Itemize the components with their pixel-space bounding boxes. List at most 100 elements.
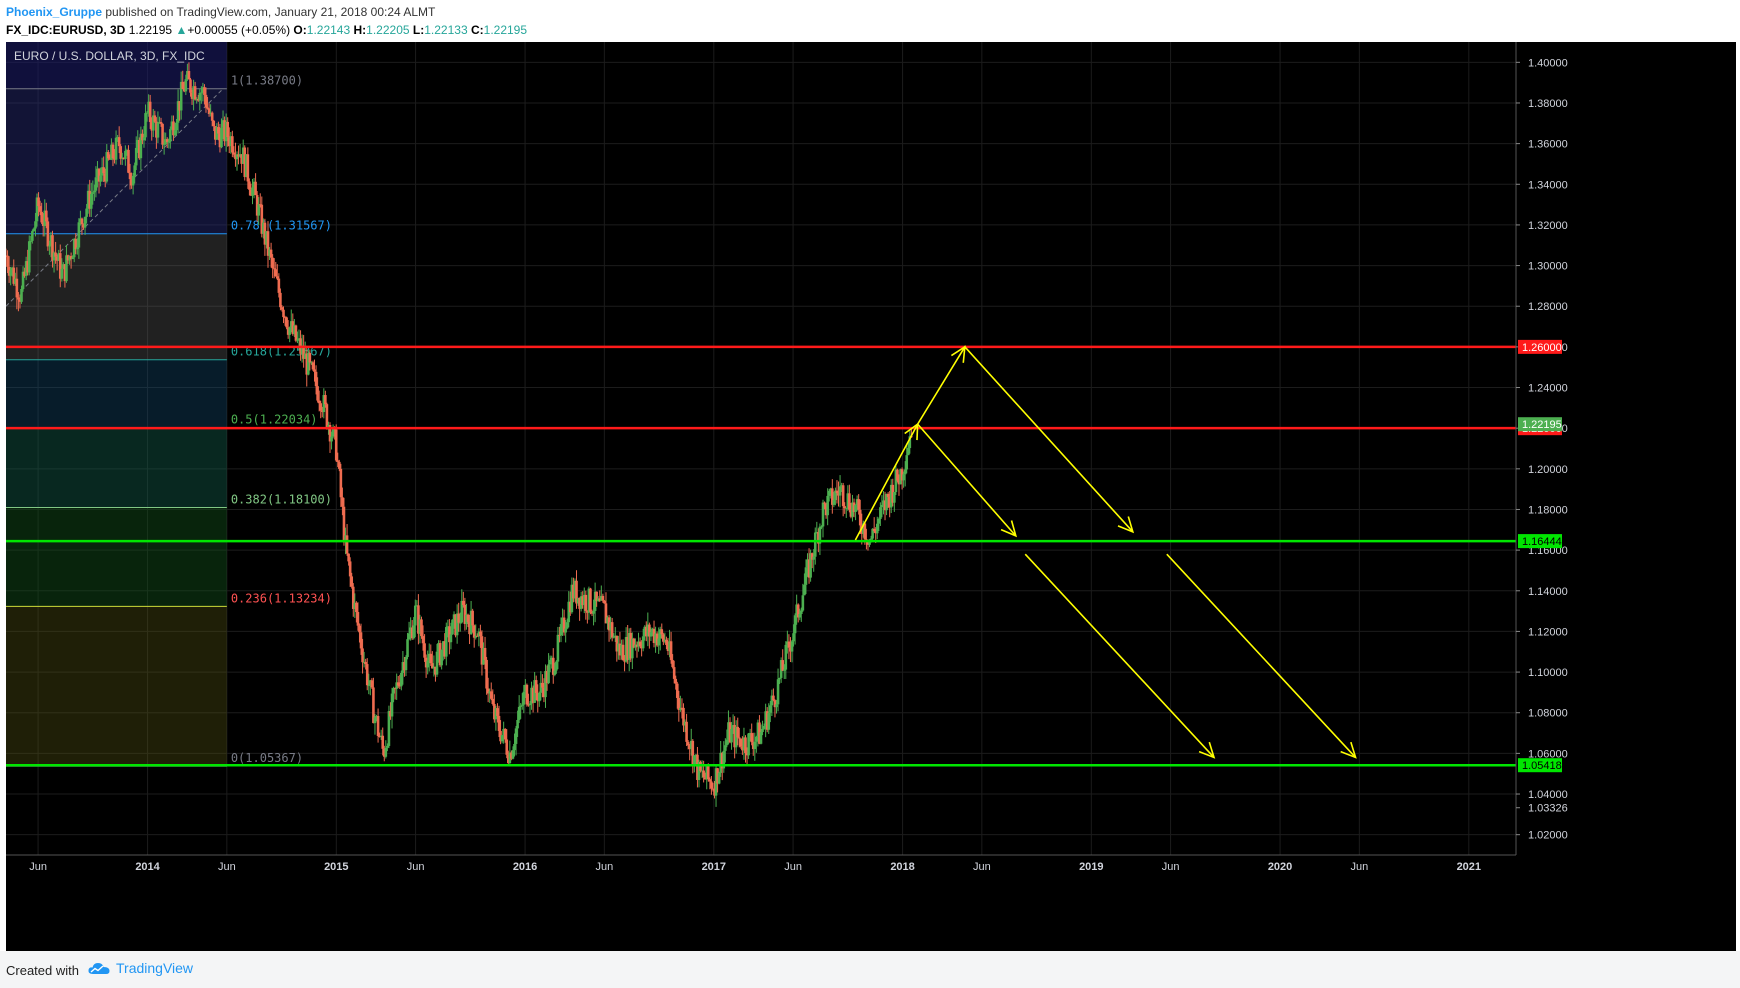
candle-body <box>885 493 888 511</box>
candle-body <box>38 206 42 212</box>
candle-body <box>524 684 527 692</box>
candle-body <box>460 600 464 623</box>
candle-body <box>522 691 526 705</box>
tradingview-brand[interactable]: TradingView <box>88 960 193 976</box>
candle-body <box>65 255 68 282</box>
candle-body <box>903 469 907 475</box>
time-tick-label: 2015 <box>324 861 348 873</box>
candle-body <box>793 615 797 634</box>
candle-body <box>351 586 355 609</box>
candle-body <box>846 493 850 508</box>
candle-body <box>863 523 867 540</box>
horizontal-levels[interactable] <box>6 345 1516 767</box>
candle-body <box>624 637 628 662</box>
candle-body <box>584 594 588 611</box>
time-tick-label: Jun <box>407 861 425 873</box>
candle-body <box>668 641 671 652</box>
candle-body <box>192 86 195 99</box>
candle-body <box>789 647 792 652</box>
candle-body <box>24 261 28 276</box>
candle-body <box>711 788 715 790</box>
candle-body <box>775 704 778 708</box>
candle-body <box>173 130 177 136</box>
candle-body <box>550 657 554 660</box>
candle-body <box>330 436 333 442</box>
price-chart[interactable]: 1(1.38700)0.786(1.31567)0.618(1.25367)0.… <box>6 42 1736 951</box>
candle-body <box>706 765 710 780</box>
candle-body <box>906 448 910 456</box>
price-axis[interactable]: 1.40000 1.38000 1.36000 1.34000 1.32000 1.300… <box>1515 42 1736 951</box>
candle-body <box>558 634 561 636</box>
fibonacci-retracement[interactable]: 1(1.38700)0.786(1.31567)0.618(1.25367)0.… <box>6 42 332 767</box>
candle-body <box>733 725 736 748</box>
candle-body <box>217 127 220 134</box>
candle-body <box>469 610 473 635</box>
candle-body <box>241 147 245 164</box>
candle-body <box>227 137 231 147</box>
candle-body <box>449 634 453 643</box>
candle-body <box>593 591 597 611</box>
candle-body <box>305 353 309 375</box>
candle-body <box>379 735 383 738</box>
publisher-link[interactable]: Phoenix_Gruppe <box>6 5 103 19</box>
candle-body <box>246 154 250 182</box>
candle-body <box>130 179 133 186</box>
candle-body <box>311 362 315 370</box>
candle-body <box>218 133 222 148</box>
candle-body <box>444 627 448 657</box>
candle-body <box>297 338 301 340</box>
candle-body <box>714 768 718 796</box>
candle-body <box>691 740 695 766</box>
candle-body <box>652 628 656 643</box>
fib-zone <box>6 606 227 767</box>
price-tick-label: 1.03326 <box>1528 803 1568 815</box>
symbol-label[interactable]: FX_IDC:EURUSD, 3D <box>6 23 126 37</box>
candle-body <box>274 269 278 277</box>
candle-body <box>503 728 507 740</box>
candle-body <box>220 127 223 148</box>
candle-body <box>857 499 860 510</box>
candle-body <box>796 604 800 618</box>
candle-body <box>99 175 102 182</box>
candle-body <box>809 553 812 578</box>
candle-body <box>458 622 462 624</box>
candle-body <box>527 704 530 706</box>
candle-body <box>196 98 200 101</box>
candle-body <box>838 486 842 496</box>
high-label: H: <box>353 23 367 37</box>
candle-body <box>293 325 296 334</box>
candle-body <box>435 651 439 675</box>
candle-body <box>502 728 505 736</box>
projection-arrows[interactable] <box>854 345 1357 759</box>
candle-body <box>654 633 657 643</box>
time-tick-label: 2017 <box>702 861 726 873</box>
candle-body <box>620 644 623 656</box>
candle-body <box>562 617 566 633</box>
candle-body <box>891 484 895 503</box>
candle-body <box>553 670 557 675</box>
candle-body <box>120 157 124 159</box>
candle-body <box>147 101 150 113</box>
time-axis[interactable]: Jun 2014 Jun 2015 Jun 2016 Jun 2017 Jun 2018 Jun 20… <box>6 854 1736 951</box>
candle-body <box>759 731 763 744</box>
candle-body <box>170 121 174 130</box>
candle-body <box>418 619 422 634</box>
candle-body <box>184 79 188 92</box>
candle-body <box>276 276 279 279</box>
close-value: 1.22195 <box>483 23 528 37</box>
candle-body <box>398 685 402 687</box>
candle-body <box>392 688 395 694</box>
tradingview-cloud-icon <box>88 963 110 974</box>
candle-body <box>386 745 389 748</box>
candle-body <box>480 636 484 665</box>
chart-title: EURO / U.S. DOLLAR, 3D, FX_IDC <box>14 49 205 63</box>
candle-body <box>339 468 343 498</box>
price-tick-label: 1.30000 <box>1528 261 1568 273</box>
candle-body <box>441 641 445 650</box>
candle-body <box>900 469 904 481</box>
time-tick-label: Jun <box>1350 861 1368 873</box>
candle-body <box>376 716 380 736</box>
candle-body <box>513 743 516 751</box>
candle-body <box>800 610 803 614</box>
candle-body <box>204 94 208 108</box>
